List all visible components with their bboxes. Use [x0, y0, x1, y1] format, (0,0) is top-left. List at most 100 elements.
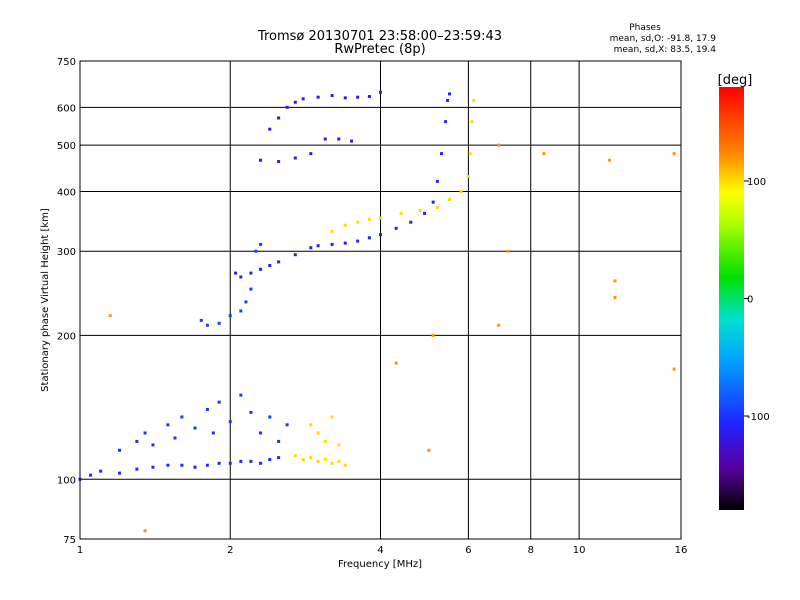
x-tick-label: 4 — [377, 545, 383, 556]
data-point — [293, 454, 297, 458]
chart-title: Tromsø 20130701 23:58:00–23:59:43 — [257, 29, 502, 44]
data-point — [293, 253, 297, 257]
colorbar-tick-label: -100 — [747, 412, 770, 423]
data-point — [466, 174, 470, 178]
data-point — [217, 321, 221, 325]
data-point — [316, 95, 320, 99]
data-point — [330, 242, 334, 246]
data-point — [468, 152, 472, 156]
data-point — [356, 239, 360, 243]
data-point — [379, 90, 382, 94]
colorbar-tick-label: 0 — [747, 295, 753, 306]
data-point — [135, 439, 139, 443]
data-point — [613, 296, 617, 300]
data-point — [205, 323, 209, 327]
data-point — [367, 95, 371, 99]
data-point — [422, 211, 426, 215]
data-point — [343, 96, 347, 100]
data-point — [173, 436, 177, 440]
y-tick-label: 200 — [57, 331, 76, 342]
data-point — [285, 105, 289, 109]
data-point — [228, 420, 232, 424]
data-point — [301, 97, 305, 101]
grid — [80, 61, 681, 539]
data-point — [166, 423, 170, 427]
data-point — [672, 367, 676, 371]
stats-heading: Phases — [629, 23, 661, 33]
data-point — [249, 287, 253, 291]
data-point — [394, 226, 398, 230]
data-point — [259, 431, 263, 435]
y-tick-label: 75 — [63, 535, 76, 546]
data-point — [239, 275, 243, 279]
stats-line-o: mean, sd,O: -91.8, 17.9 — [610, 34, 717, 44]
colorbar — [719, 87, 744, 510]
data-point — [211, 431, 215, 435]
data-point — [217, 461, 221, 465]
data-point — [293, 100, 297, 104]
data-point — [239, 309, 243, 313]
data-point — [379, 216, 382, 220]
data-points — [78, 90, 676, 533]
data-point — [277, 456, 281, 460]
data-point — [309, 152, 313, 156]
data-point — [330, 461, 334, 465]
data-point — [205, 463, 209, 467]
data-point — [239, 393, 243, 397]
data-point — [193, 426, 197, 430]
data-point — [268, 457, 272, 461]
data-point — [316, 459, 320, 463]
y-tick-label: 400 — [57, 187, 76, 198]
data-point — [431, 333, 435, 337]
data-point — [379, 233, 382, 237]
y-tick-label: 500 — [57, 141, 76, 152]
data-point — [427, 448, 431, 452]
x-tick-label: 8 — [528, 545, 534, 556]
data-point — [309, 423, 313, 427]
data-point — [309, 246, 313, 250]
data-point — [440, 152, 444, 156]
y-axis-label: Stationary phase Virtual Height [km] — [40, 208, 51, 392]
data-point — [542, 152, 546, 156]
data-point — [343, 463, 347, 467]
x-tick-label: 6 — [465, 545, 471, 556]
x-tick-label: 16 — [675, 545, 688, 556]
data-point — [151, 465, 155, 469]
data-point — [239, 459, 243, 463]
data-point — [268, 127, 272, 131]
data-point — [409, 220, 413, 224]
y-tick-label: 100 — [57, 475, 76, 486]
data-point — [118, 471, 122, 475]
data-point — [89, 473, 93, 477]
data-point — [367, 236, 371, 240]
data-point — [249, 271, 253, 275]
data-point — [268, 264, 272, 268]
data-point — [205, 407, 209, 411]
colorbar-label: [deg] — [718, 73, 753, 88]
data-point — [672, 152, 676, 156]
data-point — [356, 220, 360, 224]
y-tick-label: 750 — [57, 57, 76, 68]
data-point — [399, 211, 403, 215]
x-tick-label: 1 — [77, 545, 83, 556]
data-point — [459, 189, 463, 193]
data-point — [151, 443, 155, 447]
y-axis: 75 100 200 300 400 500 600 750 — [57, 57, 76, 546]
data-point — [166, 463, 170, 467]
data-point — [506, 249, 510, 253]
data-point — [259, 267, 263, 271]
data-point — [277, 260, 281, 264]
data-point — [472, 99, 476, 103]
data-point — [343, 223, 347, 227]
data-point — [367, 217, 371, 221]
data-point — [497, 323, 501, 327]
data-point — [356, 95, 360, 99]
x-tick-label: 2 — [227, 545, 233, 556]
data-point — [180, 415, 184, 419]
data-point — [394, 361, 398, 365]
data-point — [108, 314, 112, 318]
y-tick-label: 300 — [57, 247, 76, 258]
data-point — [337, 137, 341, 141]
data-point — [228, 461, 232, 465]
